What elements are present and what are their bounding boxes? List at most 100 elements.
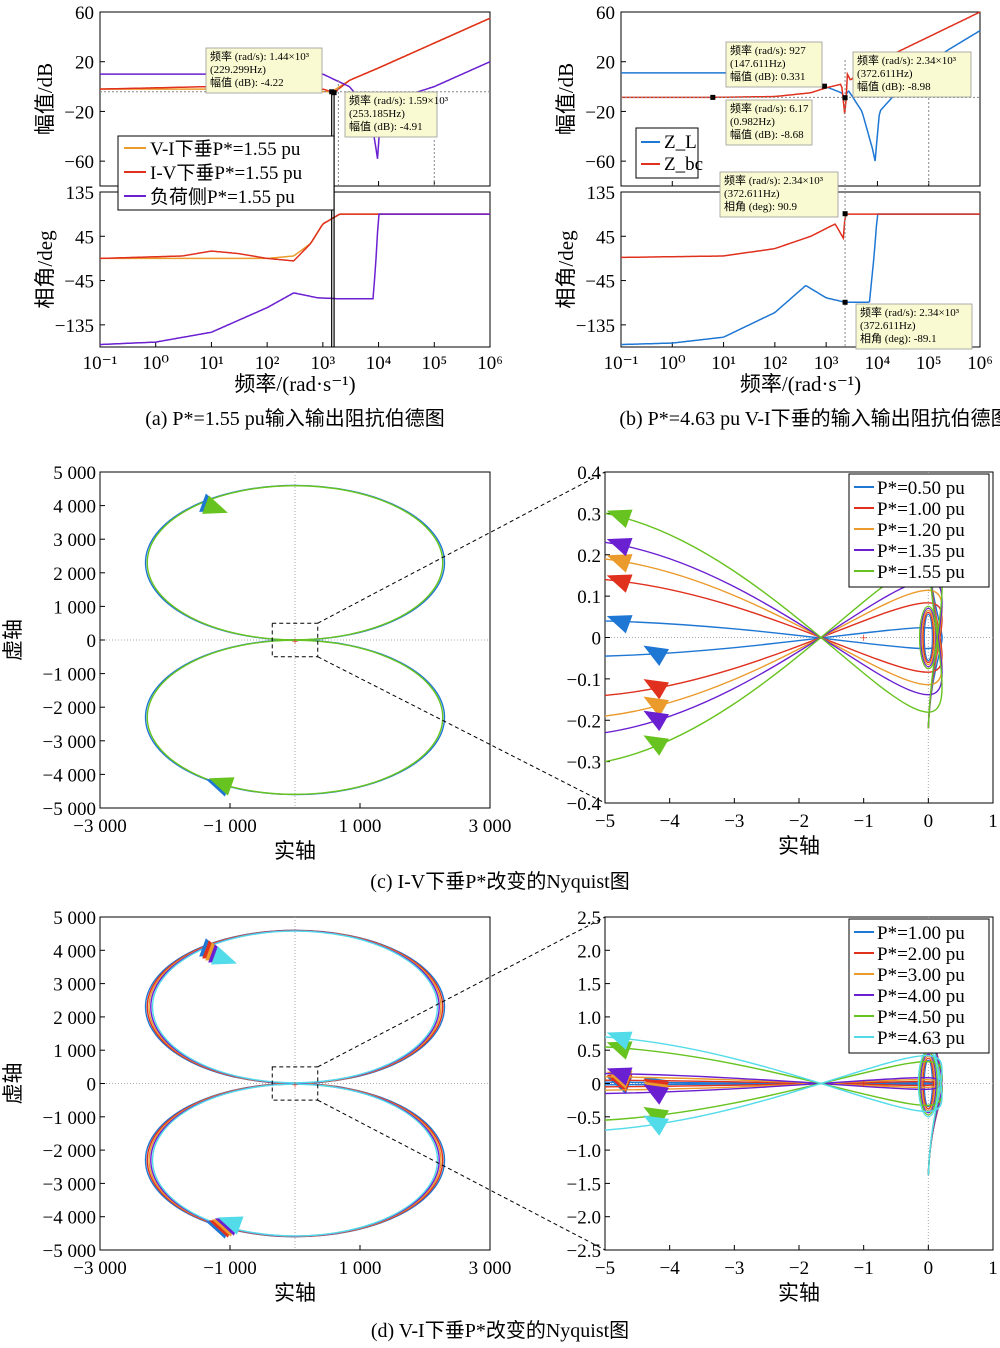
- y-tick-label: 5 000: [53, 463, 96, 484]
- critical-point-marker: +: [860, 1078, 868, 1093]
- y-tick-label: 0: [592, 1075, 602, 1096]
- legend-d: P*=1.00 puP*=2.00 puP*=3.00 puP*=4.00 pu…: [848, 918, 990, 1054]
- direction-arrow: [606, 1067, 633, 1086]
- legend-label: 负荷侧P*=1.55 pu: [150, 186, 295, 208]
- x-tick-label: −4: [660, 811, 681, 832]
- series-line-phase-2: [100, 213, 490, 346]
- series-line-phase-1: [100, 213, 490, 262]
- x-tick-label: −4: [660, 1258, 681, 1279]
- y-tick-label: 5 000: [53, 908, 96, 929]
- datatip-line: 相角 (deg): 90.9: [724, 200, 798, 213]
- y-tick-label: 2.0: [577, 941, 601, 962]
- series-nyquist-lobe: [146, 639, 444, 796]
- y-tick-label: −0.5: [567, 1108, 601, 1129]
- y-tick-label: 0.2: [577, 546, 601, 567]
- x-tick-label: 10⁵: [421, 353, 447, 374]
- x-tick-label: 10³: [814, 353, 839, 374]
- y-tick-label: −2 000: [43, 698, 96, 719]
- direction-arrow: [643, 1115, 670, 1136]
- y-tick-label: 1 000: [53, 597, 96, 618]
- x-tick-label: 10⁶: [967, 353, 993, 374]
- y-tick-label: 2.5: [577, 908, 601, 929]
- y-tick-label: −0.4: [567, 794, 602, 815]
- zoom-connector: [317, 916, 606, 1068]
- caption-a: (a) P*=1.55 pu输入输出阻抗伯德图: [145, 407, 445, 430]
- datatip-line: (372.611Hz): [857, 68, 913, 80]
- series-nyquist-lobe: [151, 930, 439, 1084]
- datatip-marker: [821, 83, 827, 89]
- x-tick-label: 1: [988, 1258, 998, 1279]
- y-tick-label: −60: [64, 152, 94, 173]
- x-tick-label: 1: [988, 811, 998, 832]
- legend-label: P*=4.00 pu: [877, 986, 965, 1007]
- y-tick-label: 1 000: [53, 1041, 96, 1062]
- y-tick-label: −45: [64, 272, 94, 293]
- direction-arrow: [606, 1031, 633, 1050]
- series-line-mag-1: [621, 11, 981, 114]
- datatip-b-5: 频率 (rad/s): 2.34×10³(372.611Hz)相角 (deg):…: [855, 303, 973, 350]
- y-tick-label: 20: [75, 53, 94, 74]
- y-tick-label: 3 000: [53, 530, 96, 551]
- x-tick-label: 3 000: [469, 1258, 512, 1279]
- datatip-box: [719, 171, 839, 218]
- caption-d: (d) V-I下垂P*改变的Nyquist图: [371, 1319, 629, 1342]
- x-tick-label: −1: [854, 811, 874, 832]
- y-tick-label: −4 000: [43, 1208, 96, 1229]
- zoom-connector: [317, 471, 606, 624]
- datatip-line: 幅值 (dB): -8.68: [730, 128, 804, 141]
- series-nyquist-lobe: [151, 1083, 439, 1237]
- x-tick-label: 10²: [255, 353, 280, 374]
- datatip-line: (253.185Hz): [349, 108, 405, 120]
- x-tick-label: 1 000: [339, 1258, 382, 1279]
- y-tick-label: 135: [66, 183, 95, 204]
- datatip-a-2: 频率 (rad/s): 1.59×10³(253.185Hz)幅值 (dB): …: [344, 91, 449, 138]
- datatip-line: (372.611Hz): [724, 188, 780, 200]
- critical-point-marker: +: [860, 632, 868, 647]
- y-tick-label: −0.1: [567, 670, 601, 691]
- zoom-connector: [317, 656, 606, 804]
- y-axis-label: 幅值/dB: [554, 63, 578, 135]
- critical-point-marker: +: [292, 1078, 299, 1092]
- y-tick-label: −5 000: [43, 1241, 96, 1262]
- series-origin-loop: [923, 1059, 933, 1108]
- y-tick-label: 45: [75, 227, 94, 248]
- x-tick-label: 10¹: [711, 353, 736, 374]
- series-origin-loop: [921, 609, 936, 666]
- bode-a-phase-axes: [99, 191, 491, 348]
- x-tick-label: 10⁰: [142, 353, 169, 374]
- legend-label: P*=1.35 pu: [877, 541, 965, 562]
- y-tick-label: 0: [87, 631, 97, 652]
- zoom-box: [271, 1066, 319, 1101]
- datatip-marker: [710, 94, 716, 100]
- x-tick-label: 10²: [763, 353, 788, 374]
- direction-arrow: [643, 696, 670, 717]
- legend-label: P*=1.20 pu: [877, 520, 965, 541]
- x-tick-label: −5: [595, 1258, 615, 1279]
- datatip-line: (229.299Hz): [210, 64, 266, 76]
- datatip-b-1: 频率 (rad/s): 927(147.611Hz)幅值 (dB): 0.331: [725, 41, 823, 88]
- series-branch-upper: [604, 546, 943, 650]
- datatip-line: (147.611Hz): [730, 58, 786, 70]
- datatip-line: 幅值 (dB): 0.331: [730, 70, 805, 83]
- y-tick-label: 3 000: [53, 975, 96, 996]
- datatip-box: [344, 91, 438, 138]
- y-tick-label: −2.0: [567, 1208, 601, 1229]
- legend-label: P*=1.55 pu: [877, 562, 965, 583]
- y-tick-label: 4 000: [53, 497, 96, 518]
- x-tick-label: −1 000: [203, 1258, 256, 1279]
- y-tick-label: 0.1: [577, 587, 601, 608]
- legend-label: V-I下垂P*=1.55 pu: [150, 138, 301, 160]
- y-tick-label: 1.5: [577, 975, 601, 996]
- y-tick-label: −135: [576, 316, 615, 337]
- y-tick-label: −0.2: [567, 711, 601, 732]
- datatip-line: 频率 (rad/s): 2.34×10³: [724, 173, 824, 187]
- series-branch-upper: [604, 991, 943, 1091]
- datatip-line: 频率 (rad/s): 1.59×10³: [349, 93, 449, 107]
- y-tick-label: −3 000: [43, 732, 96, 753]
- x-tick-label: 10⁴: [366, 353, 392, 374]
- datatip-box: [855, 303, 973, 350]
- x-axis-label: 实轴: [274, 839, 316, 863]
- y-tick-label: −4 000: [43, 765, 96, 786]
- datatip-line: 幅值 (dB): -4.91: [349, 120, 423, 133]
